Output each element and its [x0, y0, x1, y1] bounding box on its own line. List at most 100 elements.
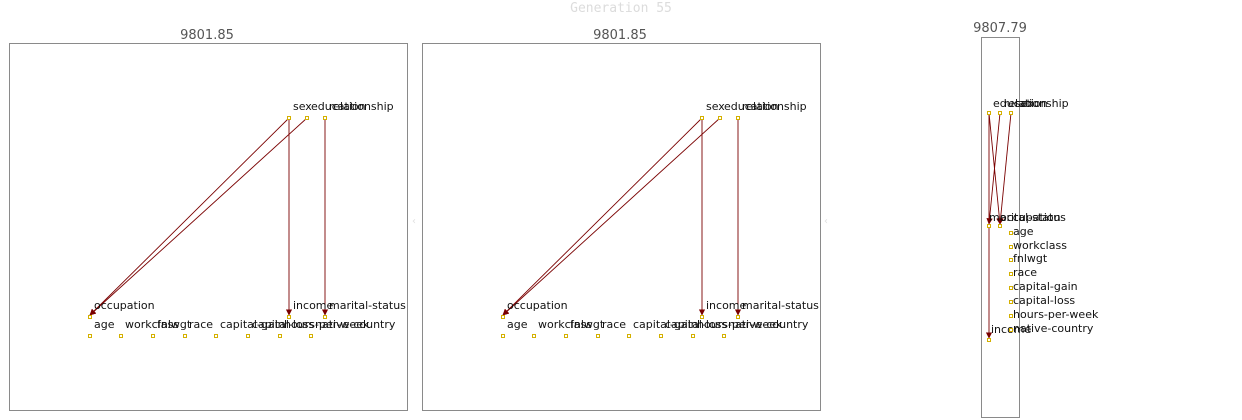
node-label-capital-gain: capital-gain	[1013, 280, 1078, 293]
node-label-occupation: occupation	[507, 299, 568, 312]
node-fnlwgt	[564, 334, 568, 338]
node-capital-loss	[1009, 300, 1013, 304]
node-age	[1009, 231, 1013, 235]
node-relationship	[323, 116, 327, 120]
node-fnlwgt	[151, 334, 155, 338]
node-native-country	[722, 334, 726, 338]
node-label-native-country: native-country	[315, 318, 396, 331]
node-label-capital-loss: capital-loss	[665, 318, 727, 331]
node-label-sex: sex	[706, 100, 725, 113]
node-marital-status	[736, 315, 740, 319]
node-relationship	[736, 116, 740, 120]
node-label-capital-loss: capital-loss	[1013, 294, 1075, 307]
node-label-hours-per-week: hours-per-week	[284, 318, 370, 331]
node-label-workclass: workclass	[125, 318, 179, 331]
node-label-income: income	[706, 299, 747, 312]
node-capital-loss	[246, 334, 250, 338]
node-income	[700, 315, 704, 319]
node-occupation	[88, 315, 92, 319]
node-workclass	[532, 334, 536, 338]
node-label-education: education	[993, 97, 1048, 110]
graph-layer: sex educationrelationshipmarital-statusoc…	[88, 97, 1099, 342]
node-label-income: income	[293, 299, 334, 312]
node-label-relationship: relationship	[742, 100, 807, 113]
node-label-education: education	[724, 100, 779, 113]
node-education	[987, 111, 991, 115]
node-label-occupation: occupation	[94, 299, 155, 312]
separator-mark: ‹	[412, 216, 416, 227]
node-label-capital-gain: capital-gain	[633, 318, 698, 331]
node-label-relationship: relationship	[1004, 97, 1069, 110]
node-income	[287, 315, 291, 319]
edge-sex-to-occupation	[502, 117, 703, 316]
node-sex	[287, 116, 291, 120]
node-label-race: race	[1013, 266, 1037, 279]
node-occupation	[998, 224, 1002, 228]
node-label-workclass: workclass	[1013, 239, 1067, 252]
node-label-race: race	[189, 318, 213, 331]
node-label-fnlwgt: fnlwgt	[1013, 252, 1048, 265]
node-label-marital-status: marital-status	[742, 299, 819, 312]
node-age	[88, 334, 92, 338]
node-label-age: age	[507, 318, 528, 331]
node-sex	[1009, 111, 1013, 115]
node-sex	[700, 116, 704, 120]
node-label-sex: sex	[293, 100, 312, 113]
node-label-fnlwgt: fnlwgt	[570, 318, 605, 331]
node-hours-per-week	[691, 334, 695, 338]
panel-frame-1	[9, 43, 408, 411]
node-marital-status	[987, 224, 991, 228]
node-education	[305, 116, 309, 120]
panel-frame-3	[981, 37, 1020, 418]
node-race	[596, 334, 600, 338]
edge-education-to-occupation	[502, 117, 721, 316]
panel-score-3: 9807.79	[973, 21, 1027, 36]
node-label-relationship: relationship	[329, 100, 394, 113]
panel-score-1: 9801.85	[180, 28, 234, 43]
node-fnlwgt	[1009, 258, 1013, 262]
edge-sex-to-occupation	[89, 117, 290, 316]
node-age	[501, 334, 505, 338]
node-relationship	[998, 111, 1002, 115]
node-label-hours-per-week: hours-per-week	[1013, 308, 1099, 321]
node-workclass	[119, 334, 123, 338]
node-label-marital-status: marital-status	[329, 299, 406, 312]
node-hours-per-week	[1009, 314, 1013, 318]
node-label-capital-loss: capital-loss	[252, 318, 314, 331]
node-label-education: education	[311, 100, 366, 113]
node-label-workclass: workclass	[538, 318, 592, 331]
node-capital-gain	[214, 334, 218, 338]
node-label-race: race	[602, 318, 626, 331]
node-label-native-country: native-country	[728, 318, 809, 331]
node-capital-gain	[1009, 286, 1013, 290]
node-capital-gain	[627, 334, 631, 338]
node-label-fnlwgt: fnlwgt	[157, 318, 192, 331]
node-occupation	[501, 315, 505, 319]
node-income	[987, 338, 991, 342]
node-capital-loss	[659, 334, 663, 338]
node-label-age: age	[1013, 225, 1034, 238]
node-marital-status	[323, 315, 327, 319]
node-label-sex: sex	[1015, 97, 1034, 110]
edge-relationship-to-marital-status	[986, 112, 1001, 225]
node-label-marital-status: marital-status	[989, 211, 1066, 224]
generation-title: Generation 55	[570, 1, 672, 16]
node-hours-per-week	[278, 334, 282, 338]
edge-education-to-occupation	[89, 117, 308, 316]
node-native-country	[309, 334, 313, 338]
node-label-occupation: occupation	[1000, 211, 1061, 224]
node-education	[718, 116, 722, 120]
node-label-native-country: native-country	[1013, 322, 1094, 335]
edge-sex-to-occupation	[997, 112, 1012, 225]
separator-mark: ‹	[824, 216, 828, 227]
node-native-country	[1009, 328, 1013, 332]
panel-score-2: 9801.85	[593, 28, 647, 43]
node-label-hours-per-week: hours-per-week	[697, 318, 783, 331]
node-race	[183, 334, 187, 338]
node-label-capital-gain: capital-gain	[220, 318, 285, 331]
node-race	[1009, 272, 1013, 276]
